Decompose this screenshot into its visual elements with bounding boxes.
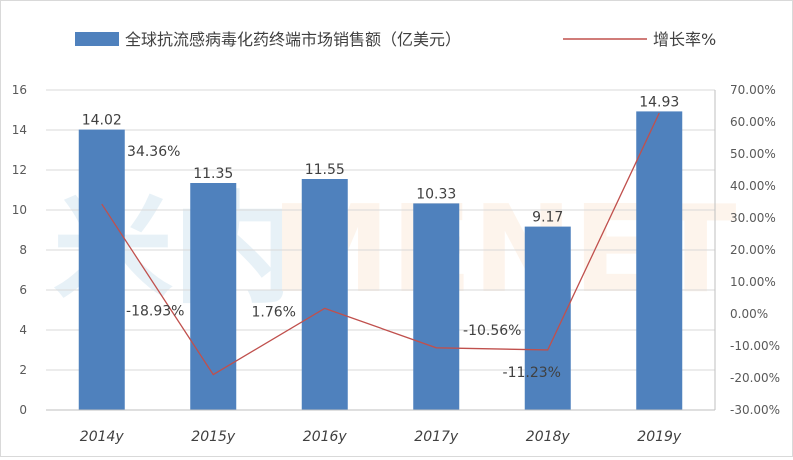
y-left-tick-label: 6 <box>19 283 27 297</box>
y-left-tick-label: 8 <box>19 243 27 257</box>
x-tick-label: 2019y <box>637 429 682 445</box>
y-left-tick-label: 14 <box>12 123 27 137</box>
growth-line <box>101 112 660 376</box>
y-left-tick-label: 16 <box>12 83 27 97</box>
y-right-tick-label: -30.00% <box>730 403 780 417</box>
bar-value-label: 11.35 <box>193 166 233 182</box>
x-tick-label: 2014y <box>80 429 125 445</box>
y-right-tick-label: -20.00% <box>730 371 780 385</box>
growth-value-label: 1.76% <box>252 304 296 320</box>
bar-value-label: 10.33 <box>416 186 456 202</box>
legend: 全球抗流感病毒化药终端市场销售额（亿美元） 增长率% <box>75 30 716 49</box>
y-right-tick-label: -10.00% <box>730 339 780 353</box>
y-right-tick-label: 30.00% <box>730 211 776 225</box>
x-tick-label: 2018y <box>526 429 571 445</box>
x-tick-label: 2015y <box>191 429 236 445</box>
bar <box>524 226 571 410</box>
y-right-tick-label: 70.00% <box>730 83 776 97</box>
bar-value-label: 14.93 <box>639 94 679 110</box>
y-left-tick-label: 12 <box>12 163 27 177</box>
y-right-tick-label: 40.00% <box>730 179 776 193</box>
bar <box>190 183 237 410</box>
y-right-tick-label: 0.00% <box>730 307 768 321</box>
legend-label-sales: 全球抗流感病毒化药终端市场销售额（亿美元） <box>125 30 461 49</box>
x-tick-label: 2017y <box>414 429 459 445</box>
axes: 0 2 4 6 8 10 12 14 16 -30.00% -20.00% -10.00% 0.00% 1… <box>12 83 780 445</box>
x-tick-label: 2016y <box>303 429 348 445</box>
bar <box>301 179 348 410</box>
growth-value-label: -18.93% <box>126 304 184 320</box>
legend-swatch-sales <box>75 32 119 46</box>
bar <box>636 111 683 411</box>
bar <box>78 129 125 410</box>
bar-series: 14.02 11.35 11.55 10.33 9.17 14.93 <box>78 94 683 411</box>
bar-value-label: 14.02 <box>82 113 122 129</box>
growth-value-label: 34.36% <box>127 144 180 160</box>
y-right-tick-label: 10.00% <box>730 275 776 289</box>
y-left-tick-label: 2 <box>19 363 27 377</box>
y-left-tick-label: 4 <box>19 323 27 337</box>
line-series: 34.36%-18.93%1.76%-10.56%-11.23%62.81% <box>101 112 660 381</box>
grid <box>46 89 715 371</box>
y-left-tick-label: 10 <box>12 203 27 217</box>
growth-value-label: -10.56% <box>463 323 521 339</box>
bar-value-label: 11.55 <box>305 162 345 178</box>
bar <box>413 203 460 410</box>
y-right-tick-label: 20.00% <box>730 243 776 257</box>
growth-value-label: -11.23% <box>503 365 561 381</box>
y-right-tick-label: 60.00% <box>730 115 776 129</box>
bar-value-label: 9.17 <box>532 210 563 226</box>
y-left-tick-label: 0 <box>19 403 27 417</box>
legend-label-growth: 增长率% <box>653 30 716 49</box>
y-right-tick-label: 50.00% <box>730 147 776 161</box>
